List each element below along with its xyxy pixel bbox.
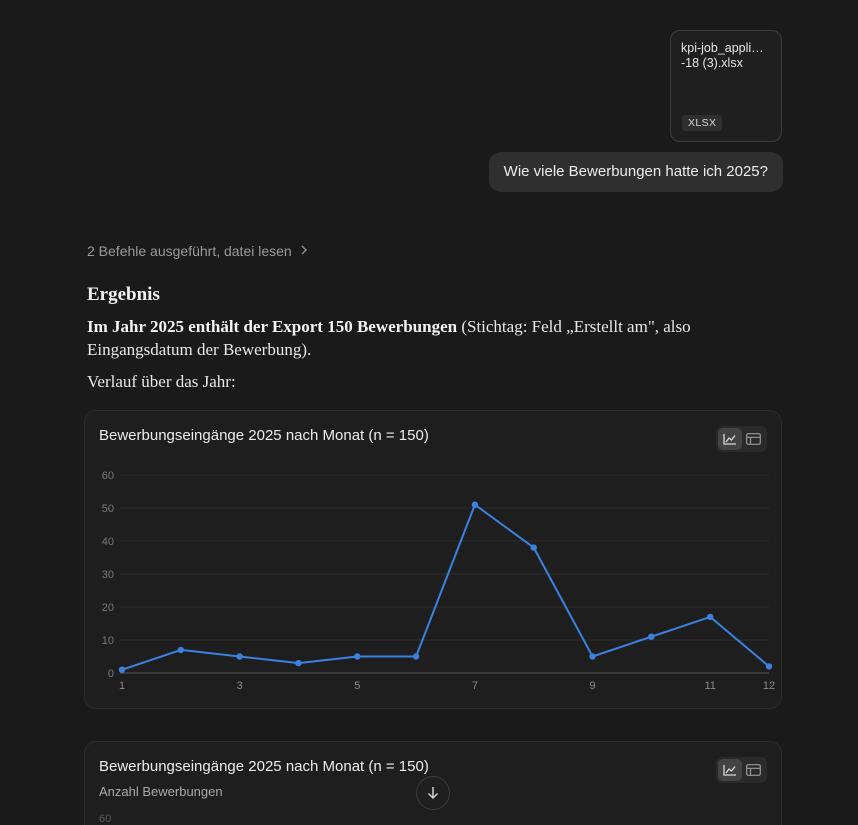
data-point bbox=[177, 646, 185, 654]
chart-title: Bewerbungseingänge 2025 nach Monat (n = … bbox=[99, 427, 429, 444]
answer-paragraph: Im Jahr 2025 enthält der Export 150 Bewe… bbox=[87, 315, 727, 361]
data-point bbox=[765, 663, 773, 670]
y-tick-label: 50 bbox=[102, 503, 114, 515]
chart-subtitle: Anzahl Bewerbungen bbox=[99, 784, 223, 799]
line-chart-icon bbox=[723, 765, 736, 776]
y-tick-label: 0 bbox=[108, 668, 114, 680]
chevron-right-icon bbox=[300, 244, 308, 258]
data-point bbox=[118, 666, 126, 673]
data-point bbox=[295, 659, 302, 667]
chart-view-toggle-2 bbox=[716, 757, 767, 783]
x-tick-label: 5 bbox=[354, 680, 360, 692]
x-tick-label: 1 bbox=[119, 680, 125, 692]
answer-bold-text: Im Jahr 2025 enthält der Export 150 Bewe… bbox=[87, 317, 458, 336]
y-tick-label: 20 bbox=[102, 602, 114, 614]
attachment-card[interactable]: kpi-job_appli… -18 (3).xlsx XLSX bbox=[670, 30, 782, 142]
data-point bbox=[648, 633, 655, 640]
data-point bbox=[589, 653, 596, 660]
y-tick-label: 60 bbox=[102, 470, 114, 482]
data-point bbox=[412, 653, 420, 660]
line-chart-view-button[interactable] bbox=[718, 428, 742, 450]
x-tick-label: 3 bbox=[237, 680, 243, 692]
chart-card: Bewerbungseingänge 2025 nach Monat (n = … bbox=[84, 410, 782, 709]
data-point bbox=[236, 653, 243, 660]
table-icon bbox=[745, 433, 761, 445]
chart-title-2: Bewerbungseingänge 2025 nach Monat (n = … bbox=[99, 758, 429, 775]
attachment-filename: kpi-job_appli… -18 (3).xlsx bbox=[681, 41, 764, 70]
y-tick-label: 60 bbox=[99, 813, 112, 825]
line-chart-icon bbox=[723, 434, 736, 445]
scroll-down-button[interactable] bbox=[416, 776, 450, 810]
line-chart: 0 10 20 30 40 50 60 1 3 5 7 9 11 12 bbox=[102, 470, 775, 692]
y-tick-label: 40 bbox=[102, 536, 114, 548]
answer-rest-text: (Stichtag: Feld „Erstellt am", also Eing… bbox=[87, 317, 691, 359]
data-point bbox=[471, 501, 479, 508]
tool-summary-label: 2 Befehle ausgeführt, datei lesen bbox=[87, 243, 292, 259]
y-tick-label: 10 bbox=[102, 635, 114, 647]
table-view-button-2[interactable] bbox=[742, 759, 766, 781]
y-tick-label: 30 bbox=[102, 569, 114, 581]
data-point bbox=[706, 613, 714, 621]
answer-intro: Verlauf über das Jahr: bbox=[87, 372, 236, 391]
file-type-badge: XLSX bbox=[682, 115, 723, 131]
x-tick-label: 12 bbox=[763, 680, 775, 692]
arrow-down-icon bbox=[427, 787, 439, 800]
answer-heading: Ergebnis bbox=[87, 284, 160, 305]
tool-summary-toggle[interactable]: 2 Befehle ausgeführt, datei lesen bbox=[87, 243, 308, 259]
table-icon bbox=[745, 764, 761, 776]
table-view-button[interactable] bbox=[742, 428, 766, 450]
series-line bbox=[121, 503, 770, 671]
user-message: Wie viele Bewerbungen hatte ich 2025? bbox=[488, 152, 783, 192]
x-tick-label: 9 bbox=[589, 680, 595, 692]
data-point bbox=[354, 653, 361, 660]
x-tick-label: 7 bbox=[472, 680, 478, 692]
data-point bbox=[530, 544, 537, 551]
chart-view-toggle bbox=[716, 426, 767, 452]
line-chart-view-button-2[interactable] bbox=[718, 759, 742, 781]
x-tick-label: 11 bbox=[704, 680, 715, 692]
